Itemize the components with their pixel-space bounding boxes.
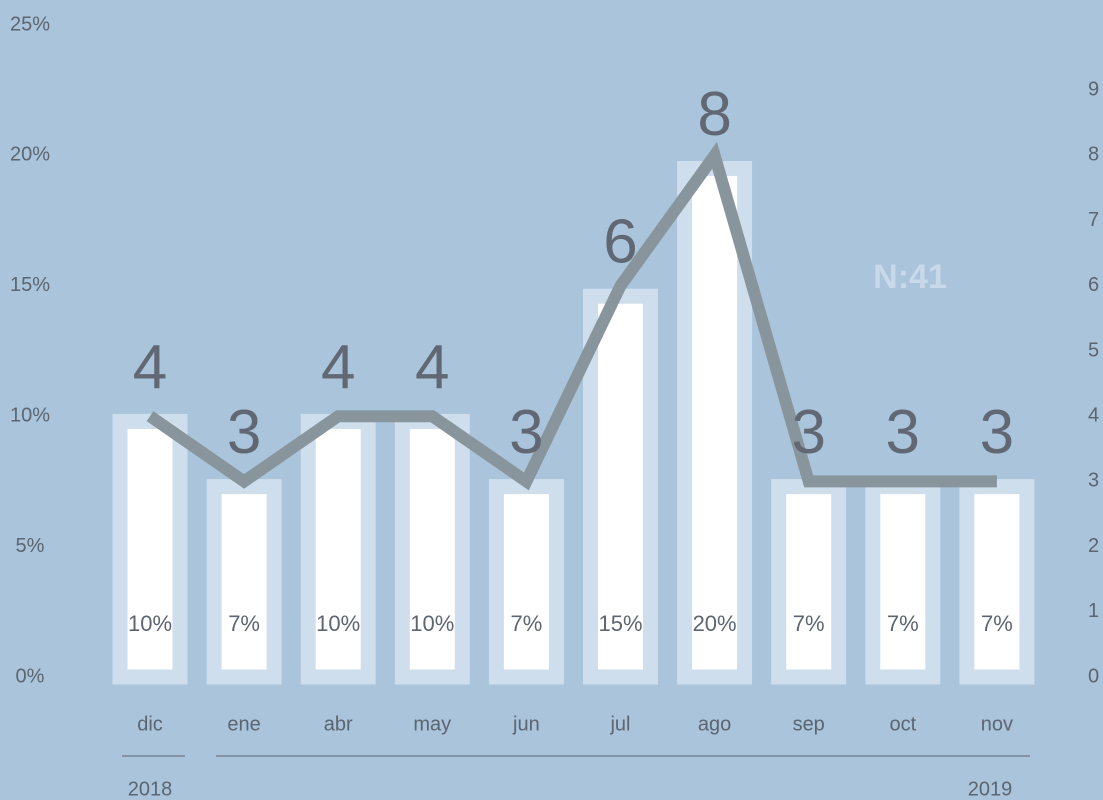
x-tick-label: sep <box>793 713 825 735</box>
bar-value-label: 7% <box>228 611 260 636</box>
line <box>146 141 997 491</box>
count-label: 8 <box>697 80 731 149</box>
bar-value-label: 7% <box>887 611 919 636</box>
count-label: 4 <box>415 333 449 402</box>
count-label: 3 <box>227 398 261 467</box>
x-tick-label: oct <box>889 713 916 735</box>
bar-value-label: 20% <box>693 611 737 636</box>
count-label: 4 <box>133 333 167 402</box>
count-label: 3 <box>980 398 1014 467</box>
bar-value-label: 10% <box>316 611 360 636</box>
y2-tick-label: 2 <box>1088 535 1099 557</box>
y2-tick-label: 3 <box>1088 470 1099 492</box>
bar-value-label: 10% <box>410 611 454 636</box>
bar-value-label: 10% <box>128 611 172 636</box>
y-tick-label: 20% <box>10 144 50 166</box>
y2-tick-label: 1 <box>1088 600 1099 622</box>
count-label: 3 <box>509 398 543 467</box>
bar-value-label: 7% <box>793 611 825 636</box>
bar-value-label: 15% <box>598 611 642 636</box>
y2-tick-label: 0 <box>1088 665 1099 687</box>
x-tick-label: abr <box>324 713 353 735</box>
bar <box>206 479 282 685</box>
count-label: 3 <box>886 398 920 467</box>
y-tick-label: 5% <box>16 535 45 557</box>
x-tick-label: nov <box>981 713 1013 735</box>
y2-tick-label: 9 <box>1088 78 1099 100</box>
x-tick-label: ene <box>227 713 260 735</box>
y-tick-label: 10% <box>10 404 50 426</box>
y-tick-label: 0% <box>16 665 45 687</box>
count-label: 3 <box>791 398 825 467</box>
bar <box>300 413 376 685</box>
bar-value-label: 7% <box>511 611 543 636</box>
x-tick-label: jul <box>609 713 630 735</box>
group-label: 2019 <box>968 778 1013 800</box>
bar <box>394 413 470 685</box>
x-tick-label: dic <box>137 713 163 735</box>
annotation: N:41 <box>873 258 947 296</box>
count-label: 6 <box>603 208 637 277</box>
bar-value-label: 7% <box>981 611 1013 636</box>
bar <box>865 479 941 685</box>
group-label: 2018 <box>128 778 173 800</box>
x-tick-label: jun <box>512 713 540 735</box>
y2-tick-label: 5 <box>1088 339 1099 361</box>
y2-tick-label: 4 <box>1088 404 1099 426</box>
bar <box>112 413 188 685</box>
y2-tick-label: 6 <box>1088 274 1099 296</box>
bar <box>488 479 564 685</box>
x-tick-label: may <box>413 713 451 735</box>
count-label: 4 <box>321 333 355 402</box>
x-tick-label: ago <box>698 713 731 735</box>
y2-tick-label: 7 <box>1088 209 1099 231</box>
y2-tick-label: 8 <box>1088 144 1099 166</box>
bar <box>771 479 847 685</box>
bar <box>959 479 1035 685</box>
y-tick-label: 15% <box>10 274 50 296</box>
y-tick-label: 25% <box>10 13 50 35</box>
